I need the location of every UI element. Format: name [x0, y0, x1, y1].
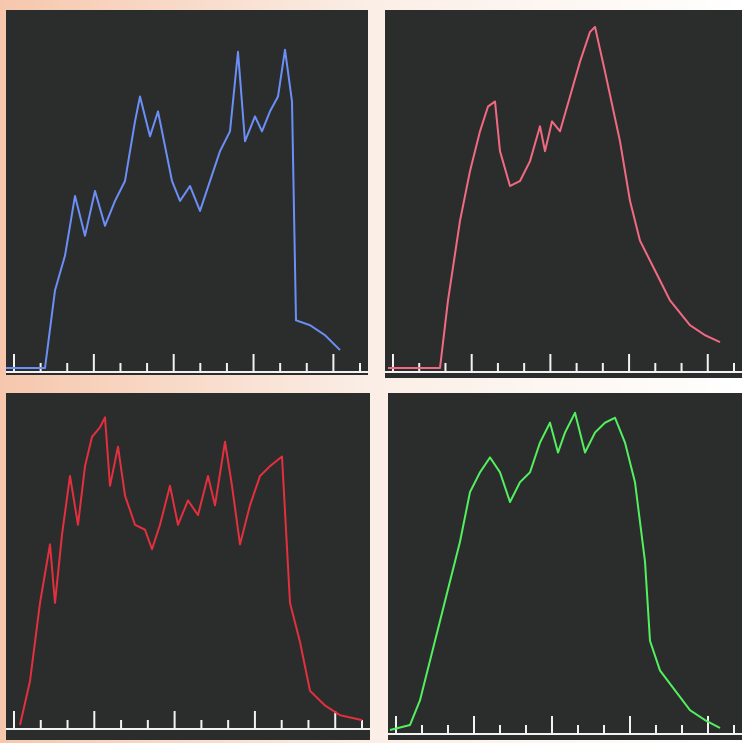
photo — [0, 0, 742, 743]
screen — [6, 10, 368, 375]
screen — [6, 393, 370, 740]
page: {"chart_data": [ {"type": "line", "color… — [0, 0, 742, 743]
screen — [388, 393, 742, 740]
